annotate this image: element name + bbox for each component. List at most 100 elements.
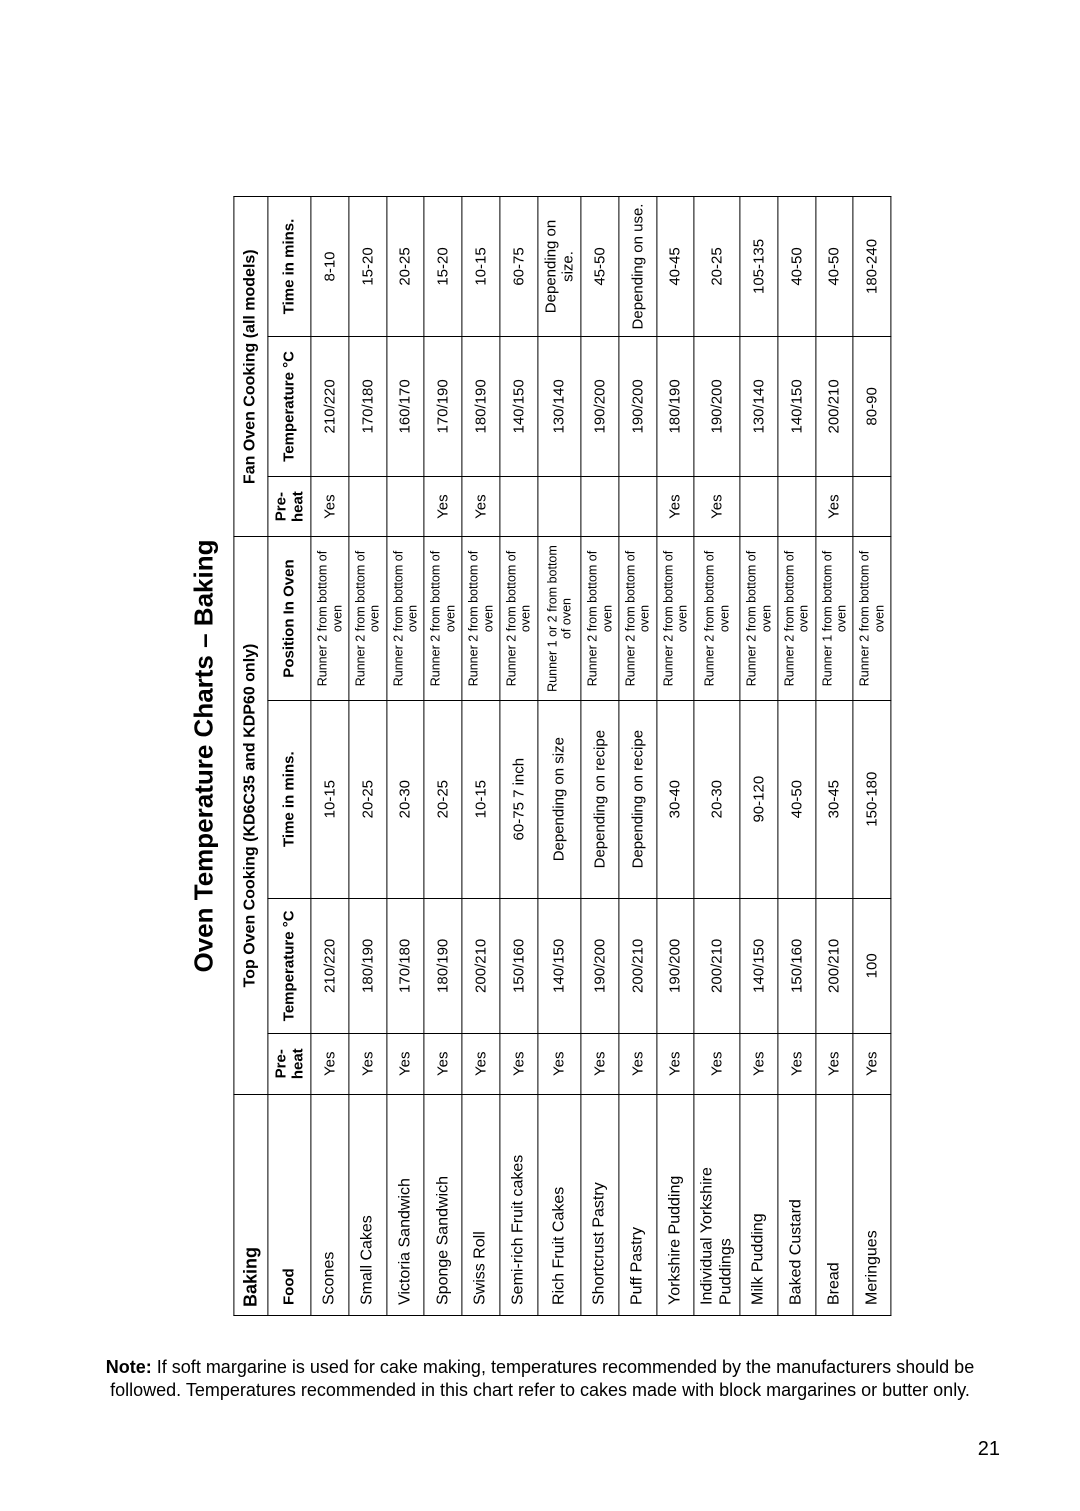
cell-temp-fan: 180/190: [657, 336, 695, 476]
col-time-top: Time in mins.: [268, 700, 312, 898]
cell-time-top: 20-30: [387, 700, 425, 898]
cell-time-fan: 20-25: [387, 196, 425, 336]
cell-preheat-top: Yes: [694, 1033, 740, 1094]
cell-time-top: 40-50: [778, 700, 816, 898]
cell-temp-fan: 140/150: [500, 336, 538, 476]
cell-position: Runner 2 from bottom of oven: [349, 536, 387, 699]
cell-time-fan: 10-15: [462, 196, 500, 336]
cell-time-top: Depending on size: [538, 700, 582, 898]
footnote-text: If soft margarine is used for cake makin…: [110, 1357, 974, 1400]
cell-preheat-top: Yes: [619, 1033, 657, 1094]
cell-preheat-fan: [581, 476, 619, 537]
cell-time-fan: 15-20: [424, 196, 462, 336]
cell-preheat-top: Yes: [500, 1033, 538, 1094]
cell-food: Victoria Sandwich: [387, 1094, 425, 1315]
cell-temp-fan: 190/200: [619, 336, 657, 476]
col-preheat-top: Pre-heat: [268, 1033, 312, 1094]
cell-preheat-fan: Yes: [424, 476, 462, 537]
cell-food: Yorkshire Pudding: [657, 1094, 695, 1315]
cell-temp-fan: 160/170: [387, 336, 425, 476]
cell-position: Runner 2 from bottom of oven: [694, 536, 740, 699]
cell-food: Small Cakes: [349, 1094, 387, 1315]
cell-preheat-fan: [349, 476, 387, 537]
cell-preheat-fan: [538, 476, 582, 537]
cell-food: Meringues: [853, 1094, 891, 1315]
table-row: Semi-rich Fruit cakesYes150/16060-75 7 i…: [500, 196, 538, 1315]
cell-time-fan: Depending on use.: [619, 196, 657, 336]
table-body: SconesYes210/22010-15Runner 2 from botto…: [311, 196, 891, 1315]
cell-food: Bread: [816, 1094, 854, 1315]
cell-time-fan: 40-45: [657, 196, 695, 336]
cell-temp-top: 170/180: [387, 898, 425, 1033]
cell-temp-fan: 170/180: [349, 336, 387, 476]
cell-temp-fan: 130/140: [740, 336, 778, 476]
cell-temp-fan: 210/220: [311, 336, 349, 476]
cell-preheat-top: Yes: [311, 1033, 349, 1094]
cell-temp-top: 100: [853, 898, 891, 1033]
cell-time-fan: 20-25: [694, 196, 740, 336]
cell-time-fan: 40-50: [778, 196, 816, 336]
cell-preheat-top: Yes: [538, 1033, 582, 1094]
cell-preheat-fan: Yes: [694, 476, 740, 537]
cell-food: Individual Yorkshire Puddings: [694, 1094, 740, 1315]
cell-food: Swiss Roll: [462, 1094, 500, 1315]
cell-preheat-top: Yes: [581, 1033, 619, 1094]
cell-position: Runner 2 from bottom of oven: [619, 536, 657, 699]
table-row: Milk PuddingYes140/15090-120Runner 2 fro…: [740, 196, 778, 1315]
cell-temp-fan: 80-90: [853, 336, 891, 476]
cell-position: Runner 2 from bottom of oven: [657, 536, 695, 699]
cell-food: Scones: [311, 1094, 349, 1315]
cell-time-top: 90-120: [740, 700, 778, 898]
cell-time-top: 20-25: [349, 700, 387, 898]
cell-time-top: 150-180: [853, 700, 891, 898]
cell-time-fan: 180-240: [853, 196, 891, 336]
cell-temp-top: 190/200: [657, 898, 695, 1033]
cell-time-top: 20-30: [694, 700, 740, 898]
cell-temp-top: 150/160: [778, 898, 816, 1033]
col-preheat-fan: Pre-heat: [268, 476, 312, 537]
table-head: Baking Top Oven Cooking (KD6C35 and KDP6…: [234, 196, 311, 1315]
cell-preheat-top: Yes: [462, 1033, 500, 1094]
cell-time-top: Depending on recipe: [581, 700, 619, 898]
cell-food: Semi-rich Fruit cakes: [500, 1094, 538, 1315]
cell-temp-top: 140/150: [538, 898, 582, 1033]
cell-preheat-fan: [387, 476, 425, 537]
table-row: Puff PastryYes200/210Depending on recipe…: [619, 196, 657, 1315]
table-row: BreadYes200/21030-45Runner 1 from bottom…: [816, 196, 854, 1315]
table-row: Swiss RollYes200/21010-15Runner 2 from b…: [462, 196, 500, 1315]
cell-preheat-fan: [778, 476, 816, 537]
cell-temp-fan: 180/190: [462, 336, 500, 476]
cell-position: Runner 2 from bottom of oven: [853, 536, 891, 699]
table-group-row: Baking Top Oven Cooking (KD6C35 and KDP6…: [234, 196, 268, 1315]
cell-time-top: 30-45: [816, 700, 854, 898]
table-row: Small CakesYes180/19020-25Runner 2 from …: [349, 196, 387, 1315]
table-row: MeringuesYes100150-180Runner 2 from bott…: [853, 196, 891, 1315]
table-row: Rich Fruit CakesYes140/150Depending on s…: [538, 196, 582, 1315]
table-header-row: Food Pre-heat Temperature °C Time in min…: [268, 196, 312, 1315]
cell-preheat-fan: [740, 476, 778, 537]
cell-time-fan: 8-10: [311, 196, 349, 336]
cell-preheat-top: Yes: [816, 1033, 854, 1094]
cell-temp-top: 180/190: [349, 898, 387, 1033]
cell-position: Runner 2 from bottom of oven: [424, 536, 462, 699]
col-position: Position In Oven: [268, 536, 312, 699]
cell-position: Runner 2 from bottom of oven: [778, 536, 816, 699]
cell-preheat-fan: [853, 476, 891, 537]
cell-time-fan: 105-135: [740, 196, 778, 336]
table-row: Yorkshire PuddingYes190/20030-40Runner 2…: [657, 196, 695, 1315]
rotated-content: Oven Temperature Charts – Baking Baking …: [188, 196, 891, 1316]
cell-food: Rich Fruit Cakes: [538, 1094, 582, 1315]
baking-table: Baking Top Oven Cooking (KD6C35 and KDP6…: [233, 196, 891, 1316]
page-title: Oven Temperature Charts – Baking: [188, 196, 219, 1316]
cell-temp-fan: 200/210: [816, 336, 854, 476]
page: Oven Temperature Charts – Baking Baking …: [0, 0, 1080, 1511]
cell-preheat-top: Yes: [424, 1033, 462, 1094]
col-temp-top: Temperature °C: [268, 898, 312, 1033]
table-row: Victoria SandwichYes170/18020-30Runner 2…: [387, 196, 425, 1315]
footnote: Note: If soft margarine is used for cake…: [80, 1356, 1000, 1401]
cell-temp-fan: 140/150: [778, 336, 816, 476]
table-row: SconesYes210/22010-15Runner 2 from botto…: [311, 196, 349, 1315]
cell-time-top: 30-40: [657, 700, 695, 898]
cell-time-top: 60-75 7 inch: [500, 700, 538, 898]
table-row: Individual Yorkshire PuddingsYes200/2102…: [694, 196, 740, 1315]
